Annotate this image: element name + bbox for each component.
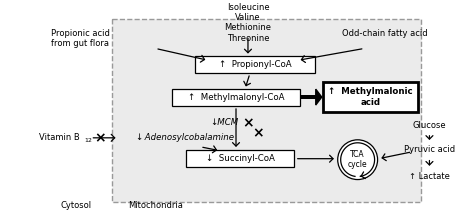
Text: ↑  Propionyl-CoA: ↑ Propionyl-CoA: [219, 60, 291, 69]
Text: Glucose: Glucose: [413, 121, 446, 130]
Text: Odd-chain fatty acid: Odd-chain fatty acid: [342, 29, 428, 38]
Text: Isoleucine
Valine
Methionine
Threonine: Isoleucine Valine Methionine Threonine: [225, 3, 272, 43]
Text: Propionic acid
from gut flora: Propionic acid from gut flora: [51, 29, 110, 48]
Text: ↓  Succinyl-CoA: ↓ Succinyl-CoA: [206, 154, 274, 163]
Text: Mitochondria: Mitochondria: [128, 201, 183, 210]
Text: Cytosol: Cytosol: [61, 201, 92, 210]
Text: 12: 12: [84, 138, 92, 143]
Text: Pyruvic acid: Pyruvic acid: [404, 145, 455, 154]
Bar: [112, 18, 421, 202]
Text: ↑ Lactate: ↑ Lactate: [409, 172, 450, 181]
Text: ↑  Methylmalonyl-CoA: ↑ Methylmalonyl-CoA: [188, 93, 284, 102]
Text: TCA
cycle: TCA cycle: [348, 150, 367, 169]
Text: ↓ Adenosylcobalamine: ↓ Adenosylcobalamine: [136, 133, 234, 142]
Bar: [301, 95, 318, 99]
Bar: [323, 82, 418, 112]
Text: ×: ×: [242, 116, 254, 130]
Text: ↑  Methylmalonic
acid: ↑ Methylmalonic acid: [328, 87, 413, 107]
Polygon shape: [316, 89, 322, 105]
Text: ×: ×: [252, 126, 264, 140]
Text: Vitamin B: Vitamin B: [38, 133, 79, 142]
Text: ↓MCM: ↓MCM: [210, 118, 238, 127]
Bar: [195, 56, 315, 73]
Bar: [172, 89, 300, 106]
Bar: [186, 150, 294, 167]
Text: ×: ×: [95, 131, 106, 145]
Circle shape: [337, 140, 378, 180]
